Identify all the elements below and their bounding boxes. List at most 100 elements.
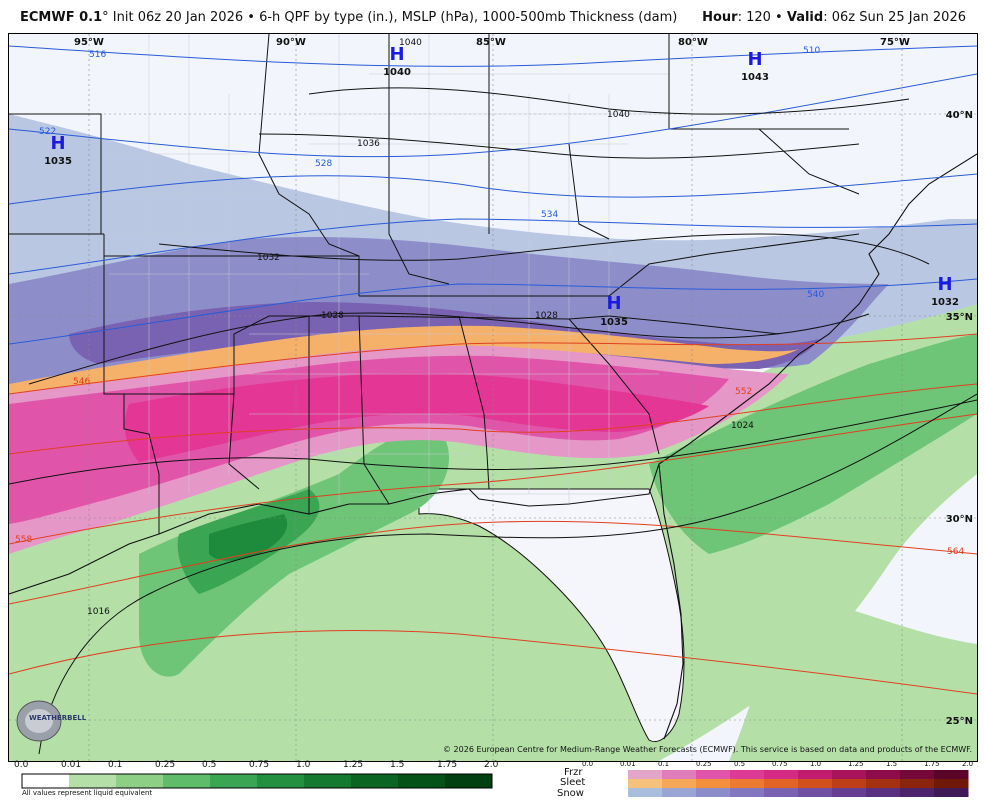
snow-label: Snow (557, 788, 584, 799)
valid-value: 06z Sun 25 Jan 2026 (831, 10, 966, 25)
high-pressure-symbol: H (747, 49, 762, 70)
isobar-label: 1024 (731, 421, 754, 431)
isobars (9, 87, 977, 755)
longitude-label: 85°W (476, 37, 506, 48)
chart-title: ECMWF 0.1° Init 06z 20 Jan 2026 • 6-h QP… (20, 10, 677, 25)
rain-color-swatch (163, 774, 211, 788)
valid-time-info: Hour: 120 • Valid: 06z Sun 25 Jan 2026 (702, 10, 966, 25)
type-tick-label: 1.75 (924, 760, 940, 768)
rain-color-swatch (445, 774, 493, 788)
rain-tick-label: 0.25 (155, 760, 176, 770)
latitude-label: 35°N (946, 312, 973, 323)
thickness-label: 546 (73, 377, 90, 387)
high-pressure-symbol: H (937, 274, 952, 295)
frzr-color-swatch (696, 770, 731, 779)
type-tick-label: 0.1 (658, 760, 670, 768)
rain-area-heaviest (209, 514, 288, 561)
high-pressure-value: 1035 (600, 317, 628, 328)
legend-footnote: All values represent liquid equivalent (22, 789, 153, 797)
header-separator: • (770, 10, 787, 25)
type-tick-label: 0.25 (696, 760, 712, 768)
type-tick-label: 2.0 (962, 760, 974, 768)
type-tick-label: 0.0 (582, 760, 594, 768)
degree-symbol: ° (102, 10, 113, 25)
thickness-contours-cold (9, 45, 977, 345)
rain-color-swatch (22, 774, 70, 788)
type-tick-label: 0.01 (620, 760, 636, 768)
frzr-color-swatch (798, 770, 833, 779)
sleet-color-swatch (866, 779, 901, 788)
snow-color-swatch (662, 788, 697, 797)
thickness-label: 540 (807, 290, 824, 300)
rain-tick-label: 1.0 (296, 760, 311, 770)
weatherbell-logo: WEATHERBELL (16, 700, 87, 742)
title-separator: • (243, 10, 260, 25)
sleet-color-swatch (662, 779, 697, 788)
type-tick-label: 1.0 (810, 760, 822, 768)
init-time: Init 06z 20 Jan 2026 (112, 10, 244, 25)
frzr-color-swatch (628, 770, 663, 779)
longitude-label: 95°W (74, 37, 104, 48)
sleet-area (9, 325, 799, 409)
hour-colon: : (737, 10, 747, 25)
thickness-label: 528 (315, 159, 332, 169)
coastline (9, 153, 977, 595)
freezing-rain-area-heavy (124, 373, 710, 462)
frzr-color-swatch (934, 770, 969, 779)
sleet-label: Sleet (560, 777, 586, 788)
sleet-color-swatch (798, 779, 833, 788)
high-pressure-symbol: H (606, 293, 621, 314)
type-tick-label: 1.5 (886, 760, 898, 768)
frzr-color-swatch (900, 770, 935, 779)
latitude-label: 30°N (946, 514, 973, 525)
precip-type-colorbars (628, 770, 969, 797)
thickness-label: 522 (39, 127, 56, 137)
rain-tick-label: 0.01 (61, 760, 82, 770)
frzr-color-swatch (832, 770, 867, 779)
rain-tick-label: 1.75 (437, 760, 458, 770)
sleet-color-swatch (900, 779, 935, 788)
rain-tick-label: 0.5 (202, 760, 217, 770)
isobar-label: 1036 (357, 139, 380, 149)
high-pressure-value: 1032 (931, 297, 959, 308)
chart-header: ECMWF 0.1° Init 06z 20 Jan 2026 • 6-h QP… (0, 0, 984, 34)
sleet-color-swatch (764, 779, 799, 788)
snow-color-swatch (866, 788, 901, 797)
rain-area-medium-east (649, 334, 977, 554)
legend: 0.0 0.01 0.1 0.25 0.5 0.75 1.0 1.25 1.5 1.75 2.0 0… (0, 760, 984, 808)
high-pressure-value: 1035 (44, 156, 72, 167)
rain-tick-label: 2.0 (484, 760, 499, 770)
model-name: ECMWF 0.1 (20, 10, 103, 25)
hour-value: 120 (746, 10, 771, 25)
thickness-label: 534 (541, 210, 558, 220)
frzr-color-swatch (730, 770, 765, 779)
copyright-notice: © 2026 European Centre for Medium-Range … (443, 745, 972, 754)
thickness-contours-warm (9, 333, 977, 695)
snow-color-swatch (832, 788, 867, 797)
map-canvas: 95°W 90°W 85°W 80°W 75°W 40°N 35°N 30°N … (9, 34, 977, 761)
rain-tick-label: 0.75 (249, 760, 270, 770)
high-pressure-symbol: H (50, 133, 65, 154)
sleet-color-swatch (628, 779, 663, 788)
rain-colorbar-frame (21, 773, 493, 789)
hour-label: Hour (702, 10, 738, 25)
rain-color-swatch (398, 774, 446, 788)
high-pressure-value: 1040 (383, 67, 411, 78)
rain-area-medium (139, 428, 449, 677)
sleet-color-swatch (730, 779, 765, 788)
isobar-label: 1040 (399, 38, 422, 48)
valid-label: Valid (786, 10, 824, 25)
longitude-label: 80°W (678, 37, 708, 48)
rain-color-swatch (210, 774, 258, 788)
frzr-color-swatch (866, 770, 901, 779)
thickness-label: 510 (803, 46, 820, 56)
thickness-label: 552 (735, 387, 752, 397)
high-pressure-symbol: H (389, 44, 404, 65)
sleet-color-swatch (934, 779, 969, 788)
snow-color-swatch (798, 788, 833, 797)
snow-color-swatch (730, 788, 765, 797)
longitude-label: 90°W (276, 37, 306, 48)
longitude-label: 75°W (880, 37, 910, 48)
rain-color-swatch (116, 774, 164, 788)
thickness-label: 516 (89, 50, 106, 60)
